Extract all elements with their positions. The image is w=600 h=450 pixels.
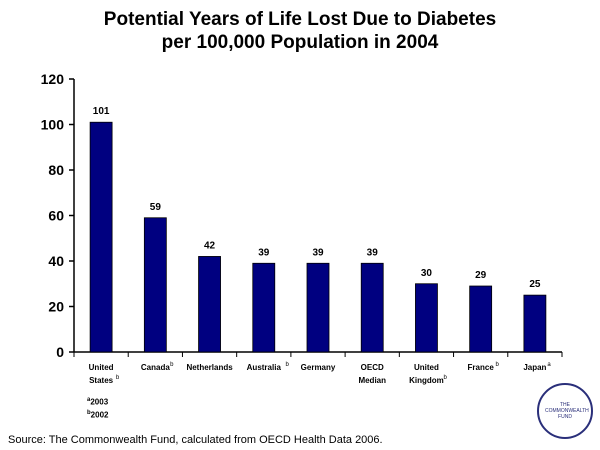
data-label: 25 <box>529 279 541 290</box>
commonwealth-fund-logo: THE COMMONWEALTH FUND <box>537 383 593 439</box>
bar <box>143 217 167 353</box>
x-tick-label: Canada <box>141 363 170 372</box>
y-tick-label: 0 <box>56 344 64 360</box>
x-tick-label-line-2: Median <box>358 376 386 385</box>
source-note: Source: The Commonwealth Fund, calculate… <box>8 434 383 446</box>
data-label: 29 <box>475 270 487 281</box>
x-tick-label-line-2: Kingdom <box>409 376 444 385</box>
data-label: 39 <box>312 247 324 258</box>
bar <box>89 121 113 353</box>
x-tick-label: United <box>414 363 439 372</box>
x-tick-label: Netherlands <box>186 363 233 372</box>
bar <box>469 285 493 353</box>
footnote-mark: b <box>116 375 120 381</box>
chart-title: Potential Years of Life Lost Due to Diab… <box>0 8 600 54</box>
data-label: 39 <box>367 247 379 258</box>
x-tick-label: OECD <box>361 363 384 372</box>
y-tick-label: 100 <box>41 117 65 133</box>
footnote-mark: b <box>170 362 174 368</box>
chart-title-line-2: per 100,000 Population in 2004 <box>161 32 439 53</box>
data-label: 101 <box>93 106 110 117</box>
y-tick-label: 40 <box>48 253 64 269</box>
x-tick-label: France <box>468 363 495 372</box>
footnote-a: a2003 <box>87 397 109 407</box>
x-tick-label: United <box>89 363 114 372</box>
y-tick-label: 60 <box>48 208 64 224</box>
bar <box>523 294 547 353</box>
y-tick-label: 20 <box>48 299 64 315</box>
x-tick-label-line-2: States <box>89 376 114 385</box>
data-label: 42 <box>204 240 216 251</box>
data-label: 39 <box>258 247 270 258</box>
bar <box>306 262 330 353</box>
footnotes: a2003 b2002 <box>87 395 108 420</box>
x-tick-label: Japan <box>523 363 546 372</box>
y-tick-label: 120 <box>41 71 65 87</box>
chart-title-line-1: Potential Years of Life Lost Due to Diab… <box>103 9 497 30</box>
data-label: 30 <box>421 268 433 279</box>
bar <box>415 283 438 353</box>
bar <box>252 262 276 353</box>
footnote-mark: b <box>495 362 499 368</box>
logo-text: THE COMMONWEALTH FUND <box>545 402 589 420</box>
y-tick-label: 80 <box>48 162 64 178</box>
footnote-b: b2002 <box>87 409 109 420</box>
data-label: 59 <box>150 202 162 213</box>
footnote-mark: b <box>444 375 448 381</box>
bar <box>198 256 221 353</box>
footnote-mark: a <box>547 362 551 368</box>
x-tick-label: Germany <box>301 363 336 372</box>
footnote-mark: b <box>285 362 289 368</box>
bar <box>360 262 384 353</box>
x-tick-label: Australia <box>247 363 282 372</box>
